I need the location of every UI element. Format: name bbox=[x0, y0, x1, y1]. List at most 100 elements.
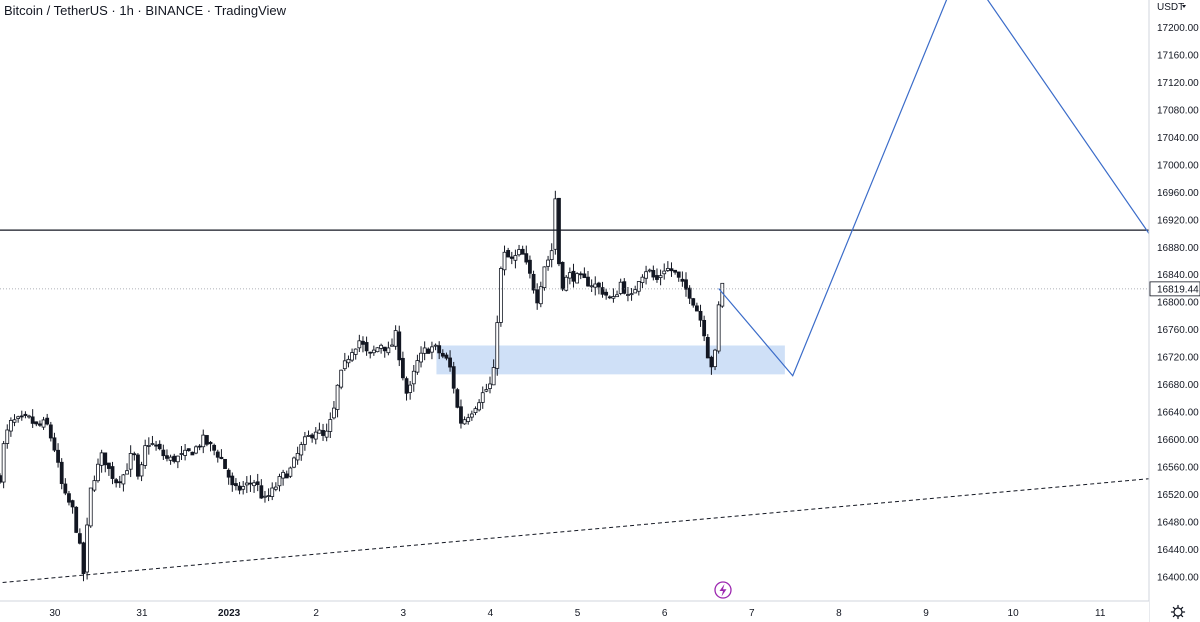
candle bbox=[713, 348, 717, 371]
candle-body bbox=[473, 408, 478, 413]
candle bbox=[30, 409, 35, 428]
candle-body bbox=[277, 476, 282, 487]
candle-body bbox=[168, 456, 173, 461]
candle-body bbox=[433, 344, 438, 347]
candle bbox=[8, 417, 13, 437]
candle-body bbox=[673, 269, 678, 273]
candle-body bbox=[400, 357, 405, 379]
candle bbox=[194, 445, 198, 455]
price-axis-panel[interactable]: USDT 16400.00 16440.00 16480.00 16520.00 165… bbox=[1148, 0, 1200, 622]
candle-body bbox=[448, 357, 452, 368]
candle bbox=[382, 346, 387, 358]
price-tick-label: 16960.00 bbox=[1157, 188, 1199, 199]
candle-body bbox=[48, 424, 53, 439]
price-tick-label: 16880.00 bbox=[1157, 243, 1199, 254]
candle bbox=[186, 448, 191, 452]
candle bbox=[350, 348, 354, 362]
candle-body bbox=[691, 298, 696, 306]
candle bbox=[397, 325, 402, 367]
candle bbox=[88, 487, 93, 528]
candle-body bbox=[582, 273, 587, 279]
candle-body bbox=[194, 446, 198, 454]
candle-body bbox=[125, 470, 129, 475]
candle bbox=[571, 263, 576, 288]
candle-body bbox=[564, 276, 569, 291]
candle bbox=[658, 269, 663, 286]
candle bbox=[440, 349, 445, 359]
candle bbox=[400, 351, 405, 381]
candle-body bbox=[586, 276, 590, 287]
candle-body bbox=[419, 352, 423, 363]
candle-body bbox=[451, 366, 456, 389]
candle bbox=[694, 302, 699, 312]
candle bbox=[665, 261, 670, 272]
time-tick-label: 2 bbox=[313, 608, 319, 619]
candle bbox=[1, 440, 6, 489]
candle-body bbox=[204, 435, 209, 445]
candle bbox=[226, 468, 231, 485]
candle bbox=[455, 387, 460, 409]
candle bbox=[415, 354, 420, 375]
candle bbox=[197, 444, 202, 451]
candle-body bbox=[589, 285, 594, 288]
candle-body bbox=[157, 443, 162, 450]
candle-body bbox=[618, 281, 623, 294]
candle bbox=[596, 281, 601, 295]
candle-body bbox=[575, 273, 580, 284]
time-tick-label: 11 bbox=[1095, 608, 1106, 619]
price-tick-label: 16760.00 bbox=[1157, 325, 1199, 336]
candle-body bbox=[77, 533, 82, 544]
candle-body bbox=[371, 349, 376, 354]
current-price-marker: 16819.44 bbox=[1149, 281, 1200, 297]
candle-body bbox=[19, 415, 24, 418]
candle bbox=[92, 475, 97, 492]
chevron-down-icon[interactable] bbox=[1182, 5, 1186, 8]
candle-body bbox=[313, 431, 318, 440]
candle-body bbox=[698, 310, 703, 321]
candle-body bbox=[121, 474, 126, 485]
candle bbox=[168, 454, 173, 465]
candle bbox=[165, 449, 169, 462]
price-tick-label: 16800.00 bbox=[1157, 298, 1199, 309]
candle bbox=[281, 469, 286, 486]
candle bbox=[121, 473, 126, 492]
candle bbox=[150, 435, 155, 446]
candle-body bbox=[154, 444, 158, 447]
candle bbox=[578, 271, 583, 280]
candle bbox=[404, 376, 409, 401]
price-tick-label: 16600.00 bbox=[1157, 435, 1199, 446]
lightning-icon[interactable] bbox=[714, 581, 732, 599]
candle bbox=[161, 444, 166, 460]
candle bbox=[183, 444, 188, 461]
candle-body bbox=[259, 485, 264, 499]
candle-body bbox=[604, 291, 609, 296]
candle bbox=[110, 461, 115, 485]
chart-title: Bitcoin / TetherUS · 1h · BINANCE · Trad… bbox=[4, 3, 287, 18]
candle-body bbox=[386, 347, 391, 354]
candle bbox=[640, 274, 645, 289]
candle-body bbox=[626, 294, 630, 296]
candle bbox=[99, 449, 104, 473]
candle-body bbox=[415, 360, 420, 373]
candle-body bbox=[680, 278, 685, 282]
candle-body bbox=[459, 406, 463, 424]
candle bbox=[506, 247, 511, 258]
candle bbox=[662, 263, 667, 280]
demand-zone bbox=[436, 345, 785, 375]
gear-icon[interactable] bbox=[1170, 604, 1186, 620]
candle bbox=[524, 245, 529, 265]
candle-body bbox=[560, 261, 565, 290]
time-axis-panel[interactable]: 30 31 2023 2 3 4 5 6 7 8 9 10 11 bbox=[0, 600, 1149, 622]
demand-zone-layer bbox=[436, 345, 785, 375]
candle bbox=[375, 347, 380, 353]
candle-body bbox=[99, 452, 104, 466]
candle bbox=[5, 424, 10, 449]
candle-body bbox=[571, 270, 576, 282]
candle bbox=[553, 190, 558, 255]
currency-label[interactable]: USDT bbox=[1157, 2, 1184, 13]
candle bbox=[607, 295, 612, 300]
candle bbox=[328, 412, 333, 438]
candle bbox=[204, 434, 209, 447]
